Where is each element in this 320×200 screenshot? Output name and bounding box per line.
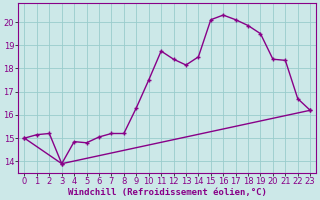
X-axis label: Windchill (Refroidissement éolien,°C): Windchill (Refroidissement éolien,°C) [68, 188, 267, 197]
